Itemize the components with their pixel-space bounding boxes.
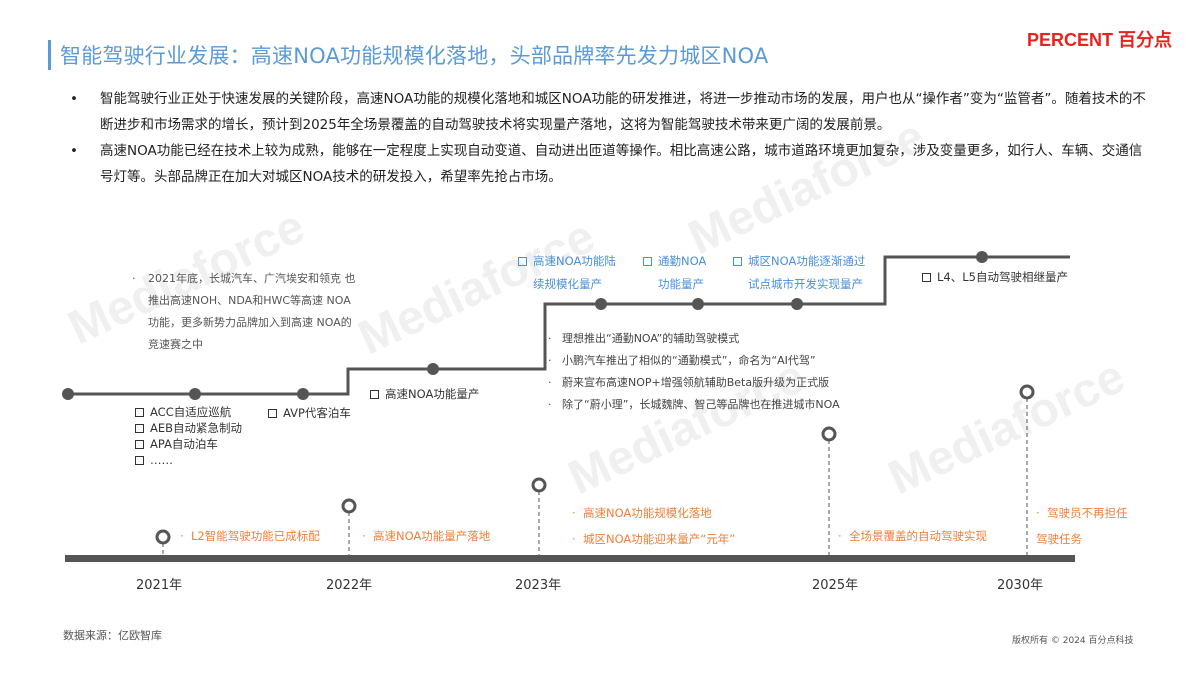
- step-line: [68, 255, 1070, 396]
- milestone-marker: [821, 426, 837, 442]
- step-dot: [62, 388, 74, 400]
- mid-note: · 蔚来宣布高速NOP+增强领航辅助Beta版升级为正式版: [548, 376, 830, 389]
- summary-bullet: 智能驾驶行业正处于快速发展的关键阶段，高速NOA功能的规模化落地和城区NOA功能…: [70, 86, 1150, 138]
- blue-item: 城区NOA功能逐渐通过 试点城市开发实现量产: [733, 250, 865, 296]
- data-source: 数据来源：亿欧智库: [63, 629, 162, 642]
- feature-item: APA自动泊车: [135, 436, 242, 452]
- mid-note: · 小鹏汽车推出了相似的“通勤模式”，命名为“AI代驾”: [548, 354, 816, 367]
- mid-note: · 理想推出“通勤NOA”的辅助驾驶模式: [548, 332, 740, 345]
- step-dot: [297, 388, 309, 400]
- feature-item: AEB自动紧急制动: [135, 420, 242, 436]
- mid-notes: · 理想推出“通勤NOA”的辅助驾驶模式 · 小鹏汽车推出了相似的“通勤模式”，…: [548, 328, 840, 416]
- basic-features-list: ACC自适应巡航 AEB自动紧急制动 APA自动泊车 ……: [135, 404, 242, 468]
- milestone-2021-text: · L2智能驾驶功能已成标配: [180, 529, 320, 543]
- year-label: 2022年: [326, 578, 373, 593]
- year-label: 2030年: [997, 578, 1044, 593]
- highway-noa-item: 高速NOA功能量产: [370, 383, 479, 405]
- milestone-marker: [531, 477, 547, 493]
- step-dot: [791, 298, 803, 310]
- step-dot: [189, 388, 201, 400]
- summary-bullet: 高速NOA功能已经在技术上较为成熟，能够在一定程度上实现自动变道、自动进出匝道等…: [70, 138, 1150, 190]
- milestone-marker: [341, 498, 357, 514]
- step-dot: [427, 363, 439, 375]
- milestone-marker: [1019, 384, 1035, 400]
- year-label: 2025年: [812, 578, 859, 593]
- blue-item: 通勤NOA 功能量产: [643, 250, 706, 296]
- page-title: 智能驾驶行业发展：高速NOA功能规模化落地，头部品牌率先发力城区NOA: [60, 44, 769, 68]
- l4l5-item: L4、L5自动驾驶相继量产: [922, 266, 1068, 288]
- feature-item: ACC自适应巡航: [135, 404, 242, 420]
- logo: PERCENT 百分点: [1026, 30, 1172, 50]
- note-2021: · 2021年底，长城汽车、广汽埃安和领克 也推出高速NOH、NDA和HWC等高速…: [132, 272, 356, 351]
- avp-item: AVP代客泊车: [268, 402, 351, 424]
- milestone-2030-text: · 驾驶员不再担任驾驶任务: [1036, 506, 1128, 546]
- note-text: 2021年底，长城汽车、广汽埃安和领克 也推出高速NOH、NDA和HWC等高速 …: [148, 272, 356, 351]
- step-dot: [595, 298, 607, 310]
- step-dot: [692, 298, 704, 310]
- milestone-marker: [155, 529, 171, 545]
- year-label: 2023年: [515, 578, 562, 593]
- summary-bullets: 智能驾驶行业正处于快速发展的关键阶段，高速NOA功能的规模化落地和城区NOA功能…: [70, 86, 1150, 190]
- mid-note: · 除了“蔚小理”，长城魏牌、智己等品牌也在推进城市NOA: [548, 398, 840, 411]
- step-dot: [976, 251, 988, 263]
- copyright: 版权所有 © 2024 百分点科技: [1012, 636, 1134, 646]
- milestone-2025-text: · 全场景覆盖的自动驾驶实现: [838, 529, 987, 543]
- feature-item: ……: [135, 452, 242, 468]
- milestone-2023-text: · 高速NOA功能规模化落地 · 城区NOA功能迎来量产“元年”: [572, 506, 736, 546]
- milestone-2022-text: · 高速NOA功能量产落地: [362, 529, 491, 543]
- year-label: 2021年: [136, 578, 183, 593]
- blue-item: 高速NOA功能陆 续规模化量产: [518, 250, 616, 296]
- year-axis-bar: [65, 555, 1075, 562]
- title-accent-bar: [48, 40, 51, 70]
